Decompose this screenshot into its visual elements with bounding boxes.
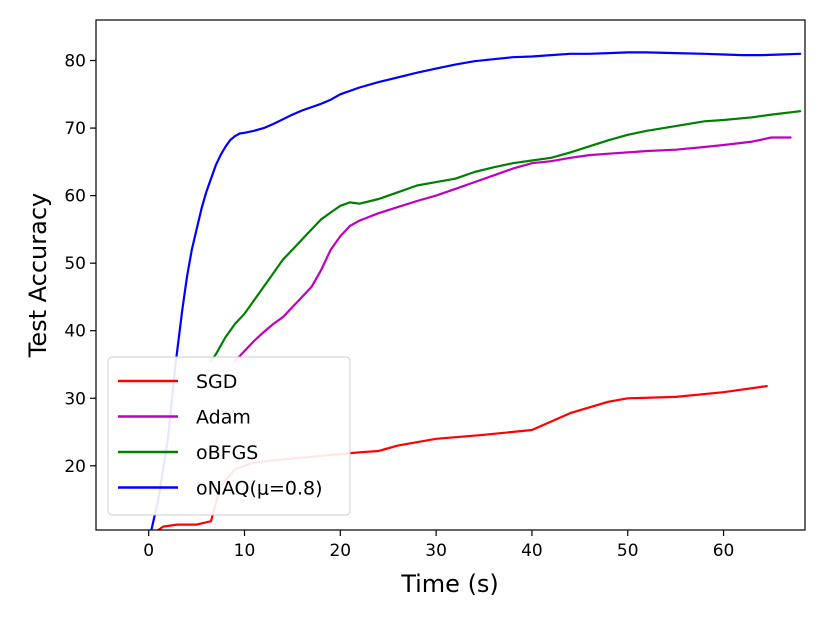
y-axis-title: Test Accuracy xyxy=(24,193,52,358)
x-tick-label: 10 xyxy=(234,541,256,561)
legend-label: SGD xyxy=(196,371,237,393)
y-tick-label: 80 xyxy=(64,52,86,72)
x-tick-label: 50 xyxy=(617,541,639,561)
series-line-adam xyxy=(233,136,792,363)
legend-box xyxy=(107,356,351,516)
x-axis: 0 10 20 30 40 50 60 xyxy=(143,530,734,561)
plot-frame xyxy=(95,19,806,531)
y-axis: 20 30 40 50 60 70 80 xyxy=(64,52,96,477)
series-line-sgd xyxy=(156,385,768,530)
y-tick-label: 50 xyxy=(64,254,86,274)
legend-label: Adam xyxy=(196,407,251,429)
y-tick-label: 70 xyxy=(64,119,86,139)
x-tick-label: 20 xyxy=(329,541,351,561)
x-tick-label: 30 xyxy=(425,541,447,561)
x-tick-label: 40 xyxy=(521,541,543,561)
series-layer xyxy=(150,51,802,530)
legend: SGD Adam oBFGS oNAQ(μ=0.8) xyxy=(107,356,351,516)
series-line-obfgs xyxy=(209,110,802,363)
x-tick-label: 0 xyxy=(143,541,154,561)
y-tick-label: 20 xyxy=(64,457,86,477)
y-tick-label: 30 xyxy=(64,389,86,409)
y-tick-label: 60 xyxy=(64,187,86,207)
series-line-onaq-0-8 xyxy=(150,51,802,530)
legend-label: oBFGS xyxy=(196,442,258,464)
x-tick-label: 60 xyxy=(713,541,735,561)
x-axis-title: Time (s) xyxy=(400,570,499,598)
y-tick-label: 40 xyxy=(64,322,86,342)
legend-label: oNAQ(μ=0.8) xyxy=(196,478,323,500)
